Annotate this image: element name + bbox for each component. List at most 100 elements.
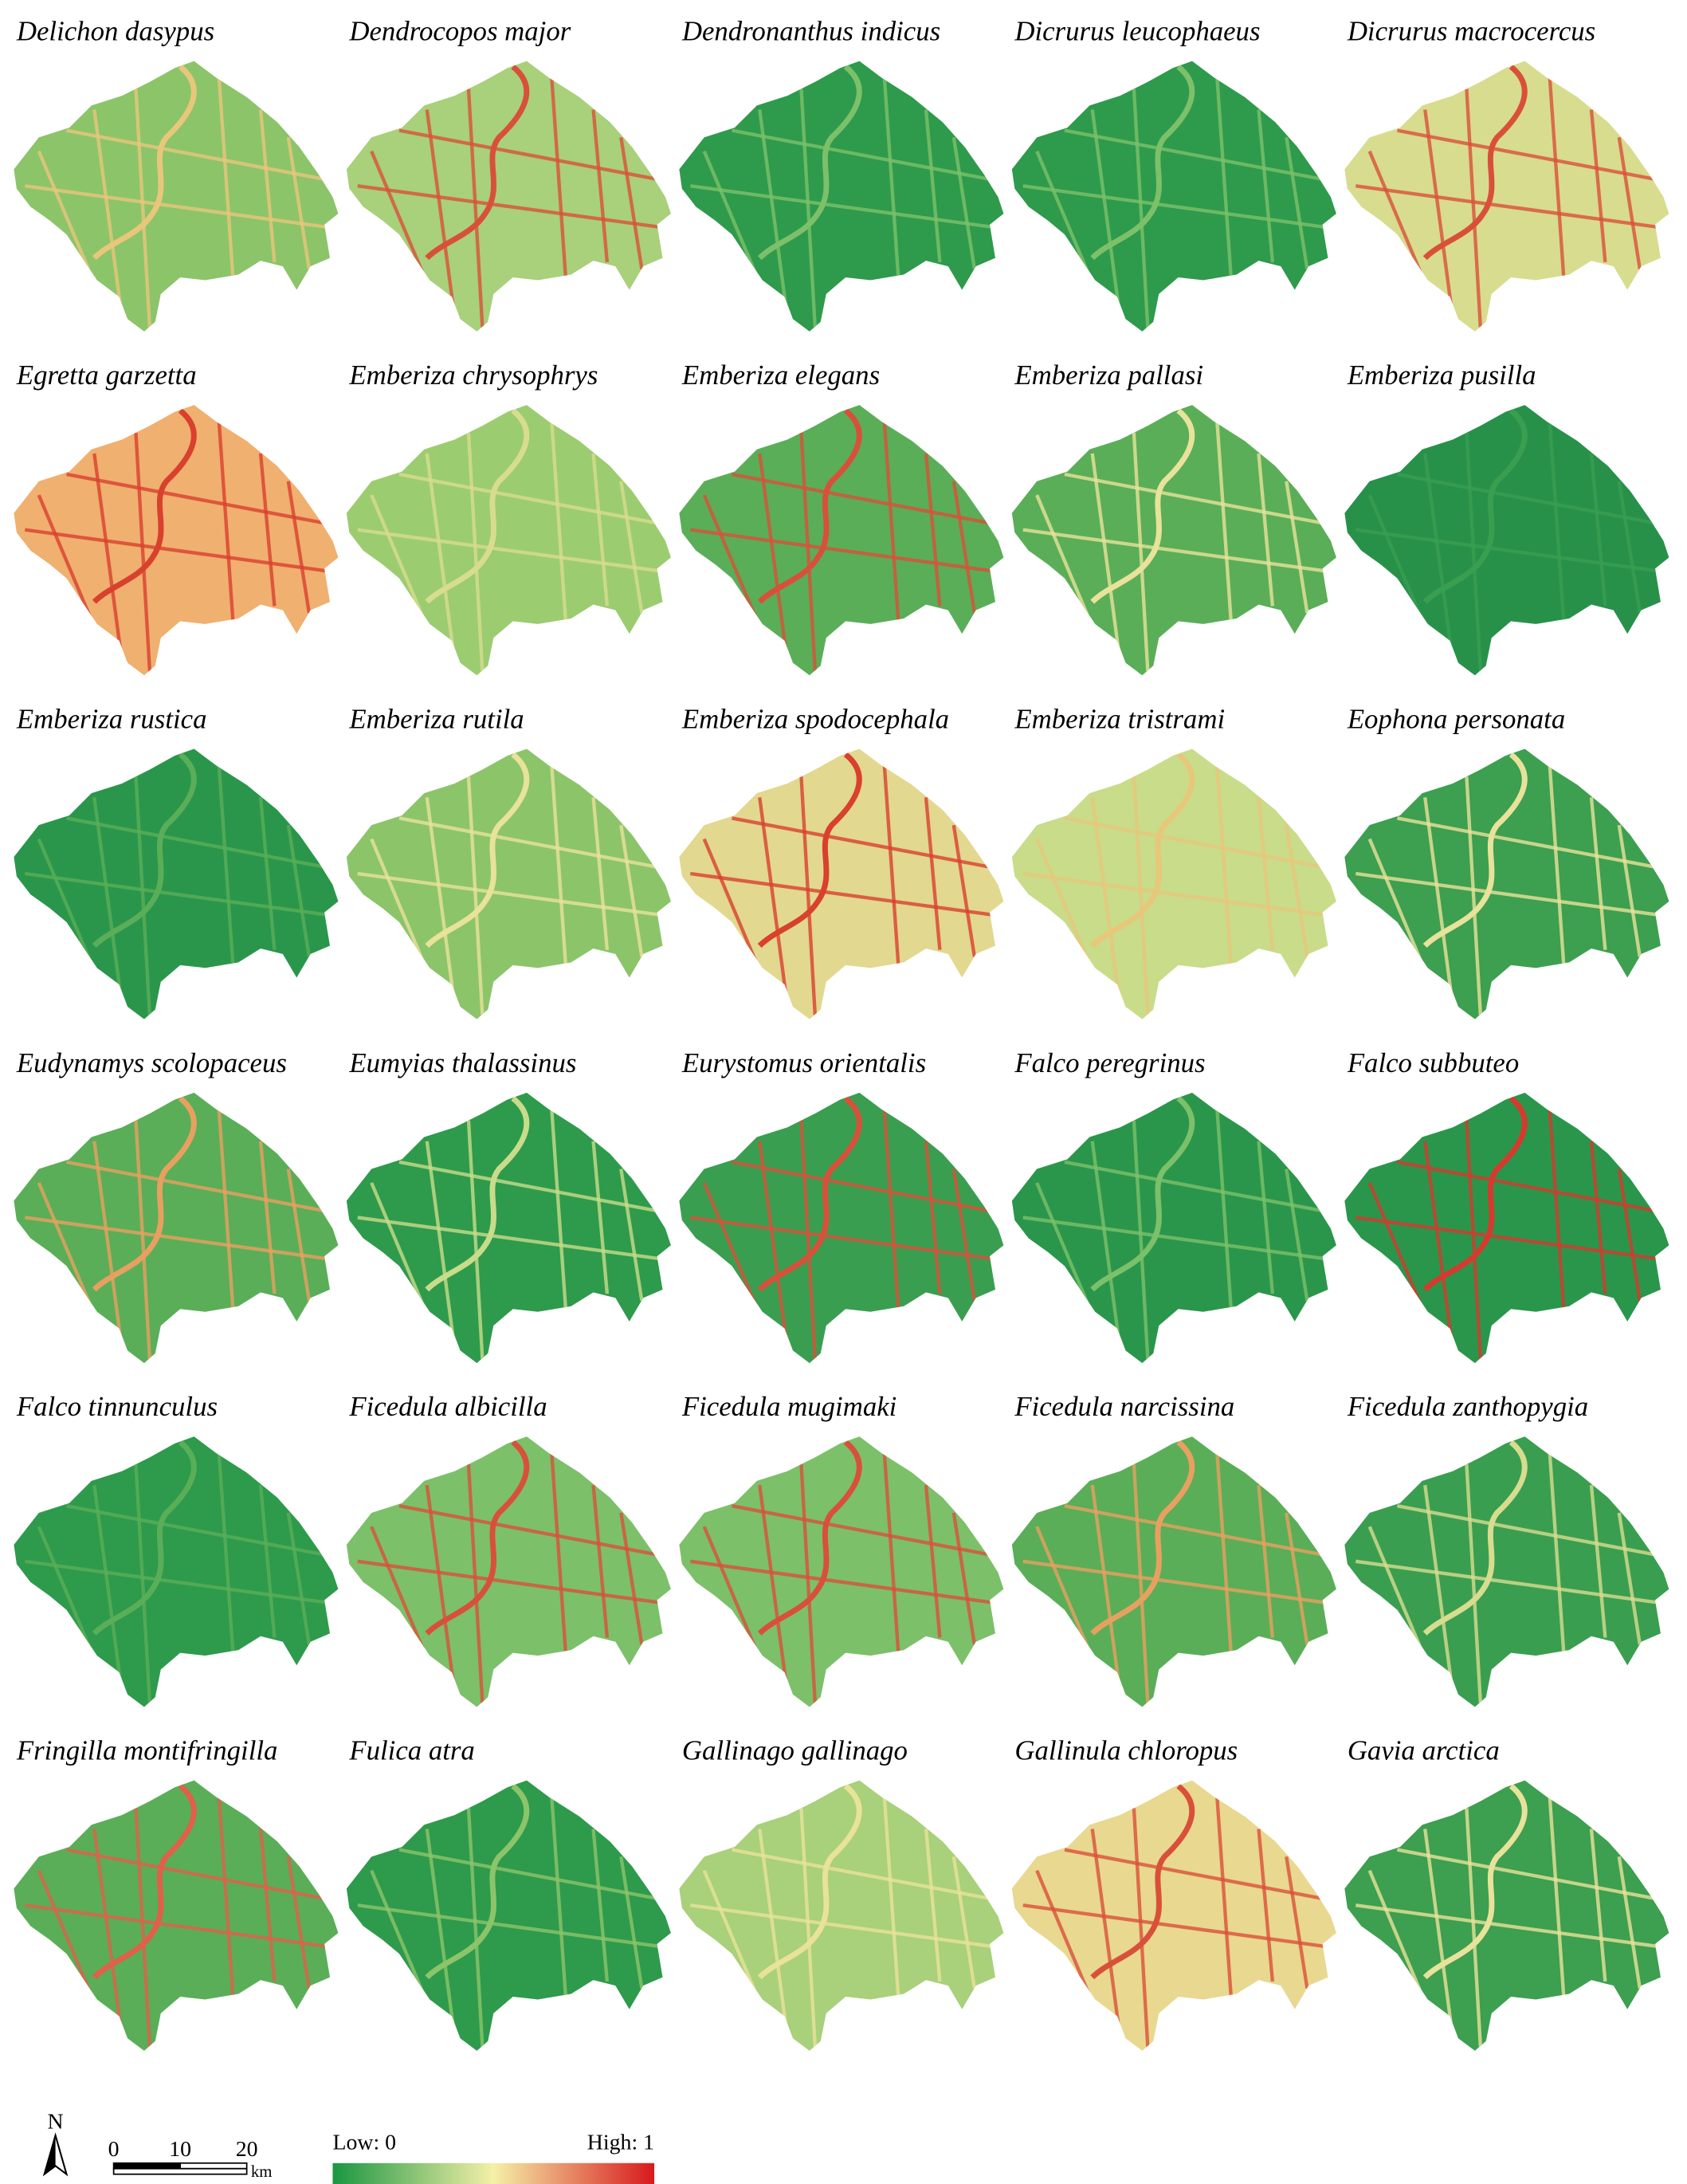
road	[1090, 1484, 1122, 1694]
road	[1022, 528, 1328, 573]
road	[1617, 1169, 1642, 1302]
road	[689, 871, 996, 917]
river	[92, 1440, 197, 1636]
map-area	[679, 748, 1004, 1019]
map	[1344, 1780, 1669, 2051]
road	[1355, 184, 1661, 230]
road	[92, 453, 124, 662]
road	[1090, 1141, 1122, 1349]
road	[466, 88, 485, 328]
scale-bar	[112, 2162, 182, 2170]
road	[217, 1797, 235, 1996]
road	[1589, 109, 1607, 263]
road	[286, 481, 312, 614]
river	[757, 1783, 862, 1980]
road	[1367, 1182, 1427, 1316]
road	[702, 150, 762, 284]
road	[732, 1848, 989, 1900]
map-title: Ficedula mugimaki	[681, 1391, 896, 1422]
map-area	[1344, 1092, 1669, 1364]
road	[25, 1903, 331, 1949]
road	[591, 453, 610, 607]
road	[66, 128, 324, 181]
road	[398, 128, 657, 181]
map-area	[346, 1092, 671, 1364]
river	[425, 64, 530, 261]
road	[799, 776, 818, 1015]
road	[1064, 1848, 1322, 1900]
road	[66, 472, 324, 525]
north-arrow-half	[44, 2135, 56, 2174]
map-title: Emberiza rustica	[16, 703, 207, 734]
road	[702, 838, 762, 972]
road	[1355, 528, 1661, 573]
road	[217, 765, 235, 964]
legend: N 0 10 20 km Low: 0 High: 1	[42, 2109, 655, 2184]
map-features	[25, 1783, 331, 2047]
road	[1548, 1797, 1566, 1996]
road	[1257, 797, 1275, 950]
road	[425, 797, 457, 1006]
map-title: Falco subbuteo	[1347, 1047, 1519, 1078]
road	[1064, 128, 1322, 181]
road	[591, 1141, 610, 1294]
road	[689, 184, 996, 230]
north-label: N	[48, 2109, 64, 2134]
river	[92, 64, 197, 261]
road	[258, 1141, 277, 1294]
road	[951, 1856, 977, 1989]
road	[1090, 1829, 1122, 2037]
road	[1022, 871, 1328, 917]
map-title: Emberiza pusilla	[1347, 359, 1536, 391]
road	[951, 824, 977, 957]
map	[14, 748, 339, 1019]
road	[92, 1829, 124, 2037]
river	[425, 1783, 530, 1980]
river	[757, 752, 862, 949]
road	[951, 1169, 977, 1302]
river	[1422, 1440, 1528, 1636]
map-title: Gallinula chloropus	[1014, 1735, 1238, 1766]
legend-high: High: 1	[587, 2130, 654, 2155]
river	[1422, 408, 1528, 604]
road	[1617, 136, 1642, 269]
map-features	[357, 752, 663, 1015]
road	[66, 1160, 324, 1212]
river	[1422, 1096, 1528, 1292]
road	[466, 1120, 485, 1359]
road	[286, 1512, 312, 1645]
road	[1035, 838, 1094, 972]
legend-low: Low: 0	[332, 2130, 396, 2155]
road	[1064, 472, 1322, 525]
road	[398, 472, 657, 525]
road	[357, 871, 663, 917]
road	[357, 1559, 663, 1605]
road	[286, 1856, 312, 1989]
map-features	[25, 408, 331, 672]
road	[1022, 184, 1328, 230]
road	[924, 797, 942, 950]
map-title: Ficedula zanthopygia	[1347, 1391, 1588, 1422]
road	[1215, 1797, 1233, 1996]
road	[1367, 494, 1427, 628]
map	[679, 1436, 1004, 1707]
road	[357, 1216, 663, 1261]
road	[357, 184, 663, 230]
river	[425, 408, 530, 604]
road	[370, 150, 429, 284]
road	[1285, 824, 1309, 957]
road	[1423, 1141, 1455, 1349]
road	[1367, 838, 1427, 972]
road	[258, 109, 277, 263]
road	[425, 1829, 457, 2037]
road	[1285, 1856, 1309, 1989]
road	[1035, 494, 1094, 628]
road	[550, 421, 567, 620]
map	[14, 61, 339, 332]
road	[398, 816, 657, 869]
map-title: Egretta garzetta	[16, 359, 197, 391]
road	[1090, 797, 1122, 1006]
map-title: Fringilla montifringilla	[16, 1735, 278, 1766]
road	[92, 109, 124, 318]
